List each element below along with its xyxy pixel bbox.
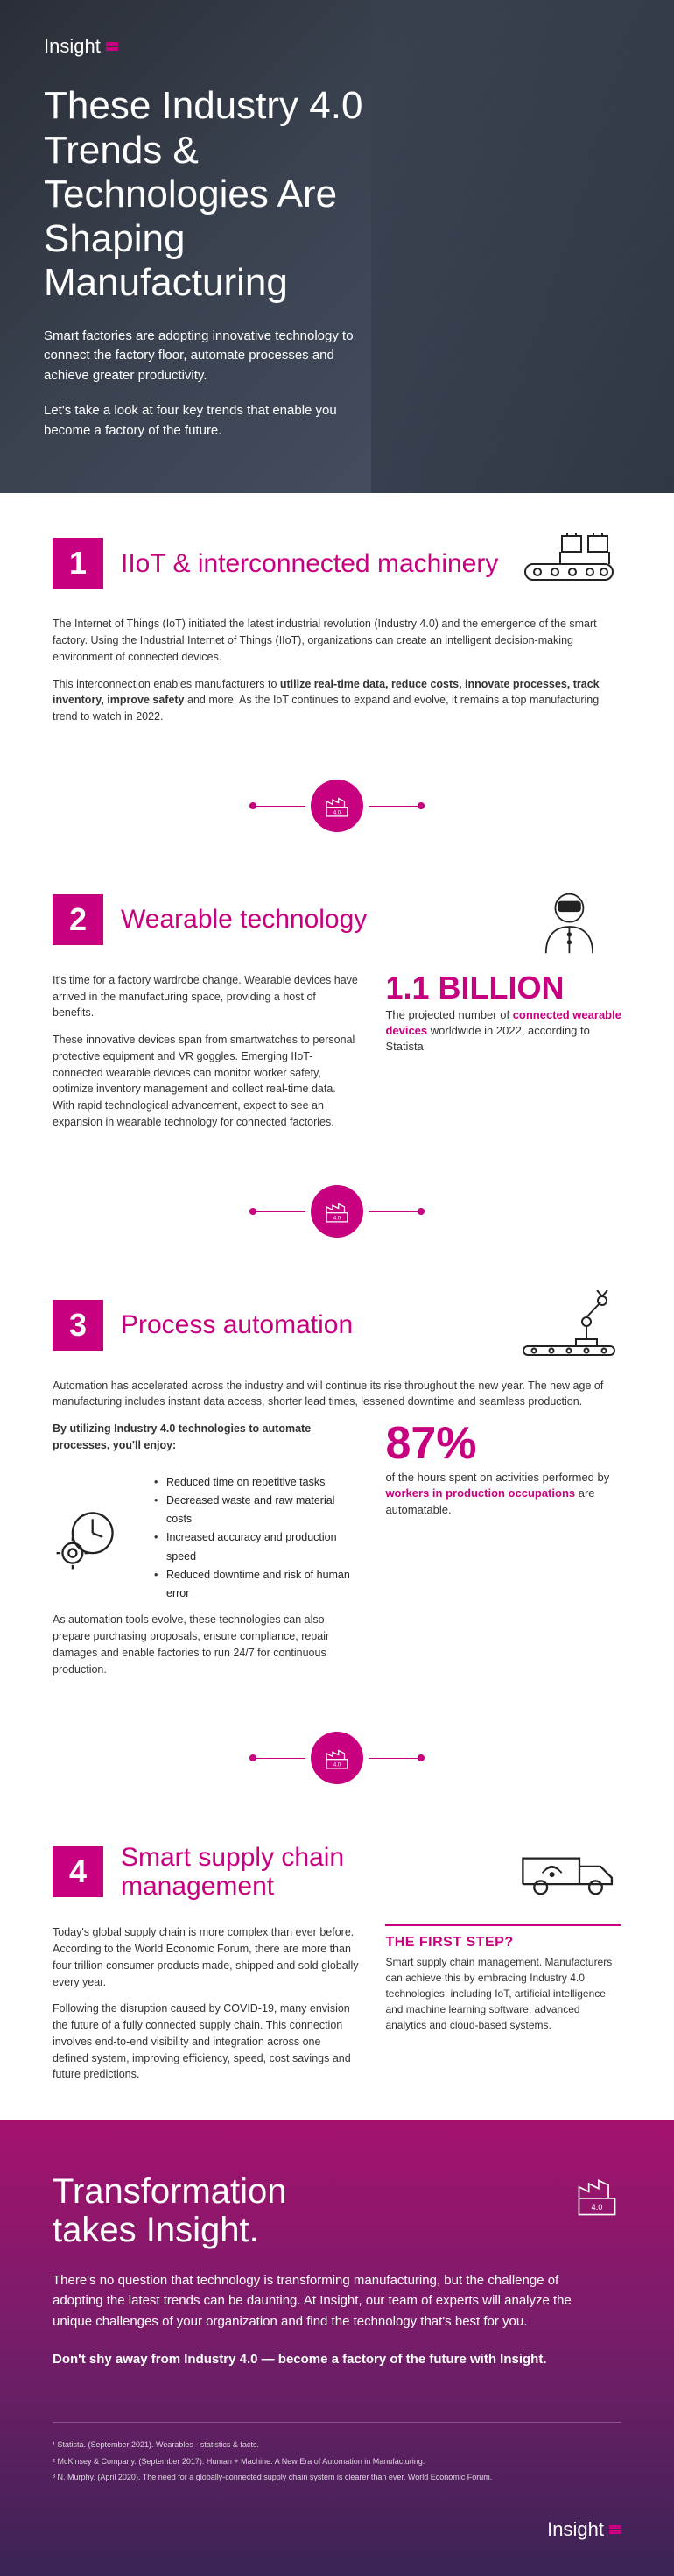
- section-number: 3: [53, 1300, 103, 1351]
- section-body: As automation tools evolve, these techno…: [53, 1612, 359, 1677]
- cta-footer: 4.0 Transformation takes Insight. There'…: [0, 2120, 674, 2576]
- list-item: Reduced downtime and risk of human error: [154, 1566, 359, 1604]
- section-title: Smart supply chain management: [121, 1843, 499, 1901]
- hero: Insight These Industry 4.0 Trends & Tech…: [0, 0, 674, 493]
- delivery-van-icon: [516, 1837, 621, 1907]
- factory-badge-icon: 4.0: [311, 780, 363, 832]
- hero-paragraph-2: Let's take a look at four key trends tha…: [44, 401, 376, 441]
- svg-text:4.0: 4.0: [333, 810, 341, 815]
- section-supply-chain: 4 Smart supply chain management Today's …: [0, 1802, 674, 2120]
- section-number: 1: [53, 538, 103, 589]
- conveyor-icon: [516, 528, 621, 598]
- vr-worker-icon: [516, 885, 621, 955]
- divider: 4.0: [0, 1168, 674, 1255]
- brand-name: Insight: [44, 35, 101, 58]
- references: ¹ Statista. (September 2021). Wearables …: [53, 2422, 621, 2483]
- stat-description: of the hours spent on activities perform…: [385, 1470, 621, 1518]
- footer-brand-logo: Insight: [53, 2518, 621, 2541]
- hero-title: These Industry 4.0 Trends & Technologies…: [44, 84, 411, 306]
- divider: 4.0: [0, 762, 674, 850]
- section-body: The Internet of Things (IoT) initiated t…: [53, 616, 621, 665]
- factory-outline-icon: 4.0: [572, 2172, 621, 2226]
- brand-mark-icon: [106, 42, 118, 51]
- bullet-list: Reduced time on repetitive tasks Decreas…: [137, 1473, 359, 1604]
- section-title: Process automation: [121, 1310, 499, 1339]
- brand-logo: Insight: [44, 35, 630, 58]
- section-lead: By utilizing Industry 4.0 technologies t…: [53, 1421, 359, 1454]
- svg-text:4.0: 4.0: [333, 1216, 341, 1221]
- section-body: It's time for a factory wardrobe change.…: [53, 972, 359, 1021]
- brand-mark-icon: [609, 2525, 621, 2534]
- section-automation: 3 Process automation Automation has acce…: [0, 1255, 674, 1715]
- svg-text:4.0: 4.0: [333, 1763, 341, 1768]
- factory-badge-icon: 4.0: [311, 1185, 363, 1238]
- section-body: This interconnection enables manufacture…: [53, 676, 621, 725]
- stat-description: The projected number of connected wearab…: [385, 1007, 621, 1055]
- list-item: Decreased waste and raw material costs: [154, 1492, 359, 1529]
- reference-item: ³ N. Murphy. (April 2020). The need for …: [53, 2471, 578, 2483]
- divider: 4.0: [0, 1714, 674, 1802]
- section-body: These innovative devices span from smart…: [53, 1032, 359, 1131]
- first-step-callout: THE FIRST STEP? Smart supply chain manag…: [385, 1924, 621, 2043]
- section-body: Today's global supply chain is more comp…: [53, 1924, 359, 1990]
- brand-name: Insight: [547, 2518, 604, 2541]
- reference-item: ¹ Statista. (September 2021). Wearables …: [53, 2438, 578, 2451]
- callout-heading: THE FIRST STEP?: [385, 1935, 621, 1951]
- cta-tagline: Don't shy away from Industry 4.0 — becom…: [53, 2349, 578, 2369]
- cta-paragraph: There's no question that technology is t…: [53, 2270, 578, 2332]
- section-title: Wearable technology: [121, 905, 499, 934]
- list-item: Reduced time on repetitive tasks: [154, 1473, 359, 1492]
- section-body: Automation has accelerated across the in…: [53, 1378, 621, 1411]
- list-item: Increased accuracy and production speed: [154, 1528, 359, 1566]
- reference-item: ² McKinsey & Company. (September 2017). …: [53, 2455, 578, 2467]
- section-wearable: 2 Wearable technology It's time for a fa…: [0, 850, 674, 1168]
- callout-text: Smart supply chain management. Manufactu…: [385, 1954, 621, 2033]
- clock-gear-icon: [53, 1507, 123, 1569]
- section-iiot: 1 IIoT & interconnected machinery The In…: [0, 493, 674, 762]
- hero-paragraph-1: Smart factories are adopting innovative …: [44, 327, 376, 386]
- section-title: IIoT & interconnected machinery: [121, 549, 499, 578]
- stat-value: 1.1 BILLION: [385, 972, 621, 1004]
- section-number: 4: [53, 1846, 103, 1897]
- cta-title: Transformation takes Insight.: [53, 2172, 621, 2249]
- section-body: Following the disruption caused by COVID…: [53, 2001, 359, 2083]
- stat-value: 87%: [385, 1421, 621, 1466]
- factory-badge-icon: 4.0: [311, 1732, 363, 1784]
- svg-text:4.0: 4.0: [592, 2203, 603, 2212]
- section-number: 2: [53, 894, 103, 945]
- robot-arm-icon: [516, 1290, 621, 1360]
